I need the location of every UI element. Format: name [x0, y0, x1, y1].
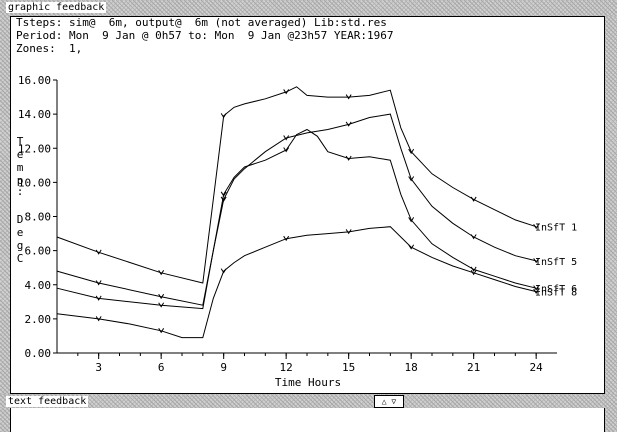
- x-tick-label: 18: [405, 361, 418, 374]
- series-label: InSfT 8: [535, 288, 577, 299]
- x-tick-label: 6: [158, 361, 165, 374]
- series-marker: [408, 176, 415, 182]
- series-marker: [533, 285, 540, 291]
- y-tick-label: 14.00: [18, 108, 51, 121]
- series-line: [56, 226, 537, 339]
- panel-divider[interactable]: [0, 394, 617, 408]
- x-tick-label: 12: [280, 361, 293, 374]
- y-tick-label: 16.00: [18, 74, 51, 87]
- series-label: InSfT 5: [535, 257, 577, 268]
- y-axis-label-char: m: [17, 161, 24, 174]
- series-marker: [470, 270, 477, 276]
- series-marker: [158, 270, 165, 276]
- y-axis-label-char: e: [17, 226, 24, 239]
- frame-bottom-right: [605, 408, 617, 432]
- panel-resize-arrows[interactable]: △ ▽: [374, 395, 404, 408]
- y-tick-label: 0.00: [25, 347, 52, 360]
- series-marker: [95, 249, 102, 255]
- series-label: InSfT 1: [535, 223, 577, 234]
- series-marker: [158, 293, 165, 300]
- series-marker: [283, 89, 290, 95]
- chart-series: [56, 86, 540, 339]
- series-marker: [283, 235, 290, 242]
- header-timesteps: Tsteps: sim@ 6m, output@ 6m (not average…: [16, 16, 387, 29]
- series-line: [56, 128, 537, 310]
- y-tick-label: 4.00: [25, 279, 52, 292]
- graphic-feedback-panel: [10, 16, 605, 394]
- header-zones: Zones: 1,: [16, 42, 83, 55]
- text-feedback-panel: [10, 408, 605, 432]
- series-marker: [470, 234, 477, 240]
- series-label: InSfT 6: [535, 284, 577, 295]
- series-marker: [95, 316, 102, 322]
- x-tick-labels: 3 6 9 12 15 18 21 24: [77, 353, 544, 374]
- series-line: [56, 113, 537, 306]
- y-tick-label: 12.00: [18, 142, 51, 155]
- y-tick-labels: 0.00 2.00 4.00 6.00 8.00 10.00 12.00 14.00 16.00: [18, 74, 57, 360]
- series-marker: [533, 223, 540, 230]
- y-axis-label-char: C: [17, 252, 24, 265]
- x-tick-label: 24: [530, 361, 544, 374]
- series-line: [56, 86, 537, 284]
- y-tick-label: 8.00: [25, 211, 52, 224]
- x-tick-label: 9: [220, 361, 227, 374]
- y-axis-label-char: D: [17, 213, 24, 226]
- frame-bottom-left: [0, 408, 10, 432]
- y-tick-label: 10.00: [18, 176, 51, 189]
- series-marker: [345, 155, 352, 161]
- series-marker: [408, 148, 415, 155]
- series-marker: [283, 135, 290, 141]
- x-tick-label: 3: [95, 361, 102, 374]
- series-marker: [345, 94, 352, 100]
- series-marker: [95, 280, 102, 286]
- series-marker: [220, 191, 227, 197]
- series-marker: [533, 258, 540, 264]
- x-tick-label: 21: [467, 361, 480, 374]
- graphic-feedback-title: graphic feedback: [6, 2, 107, 13]
- x-tick-label: 15: [342, 361, 355, 374]
- series-marker: [220, 268, 227, 274]
- series-marker: [533, 288, 540, 295]
- y-axis-label-char: :: [17, 185, 24, 198]
- series-marker: [283, 147, 290, 153]
- text-feedback-title: text feedback: [6, 396, 89, 407]
- series-marker: [158, 328, 165, 334]
- series-marker: [220, 196, 227, 202]
- frame-right: [605, 16, 617, 394]
- series-marker: [345, 121, 352, 127]
- series-marker: [345, 229, 352, 235]
- series-marker: [408, 217, 415, 223]
- series-marker: [220, 113, 227, 119]
- y-axis-label-char: T: [17, 135, 24, 148]
- graphic-panel-titlebar: [0, 0, 617, 16]
- chart-axes: [56, 80, 557, 354]
- series-marker: [95, 295, 102, 301]
- y-axis-label-char: e: [17, 148, 24, 161]
- y-tick-label: 2.00: [25, 313, 52, 326]
- header-period: Period: Mon 9 Jan @ 0h57 to: Mon 9 Jan @…: [16, 29, 394, 42]
- frame-left: [0, 16, 10, 394]
- y-axis-label-char: g: [17, 239, 24, 252]
- y-axis-label-char: p: [17, 174, 24, 187]
- x-axis-label: Time Hours: [275, 376, 341, 389]
- y-tick-label: 6.00: [25, 245, 52, 258]
- series-marker: [470, 266, 477, 272]
- series-marker: [408, 244, 415, 250]
- series-marker: [158, 302, 165, 308]
- series-marker: [470, 196, 477, 202]
